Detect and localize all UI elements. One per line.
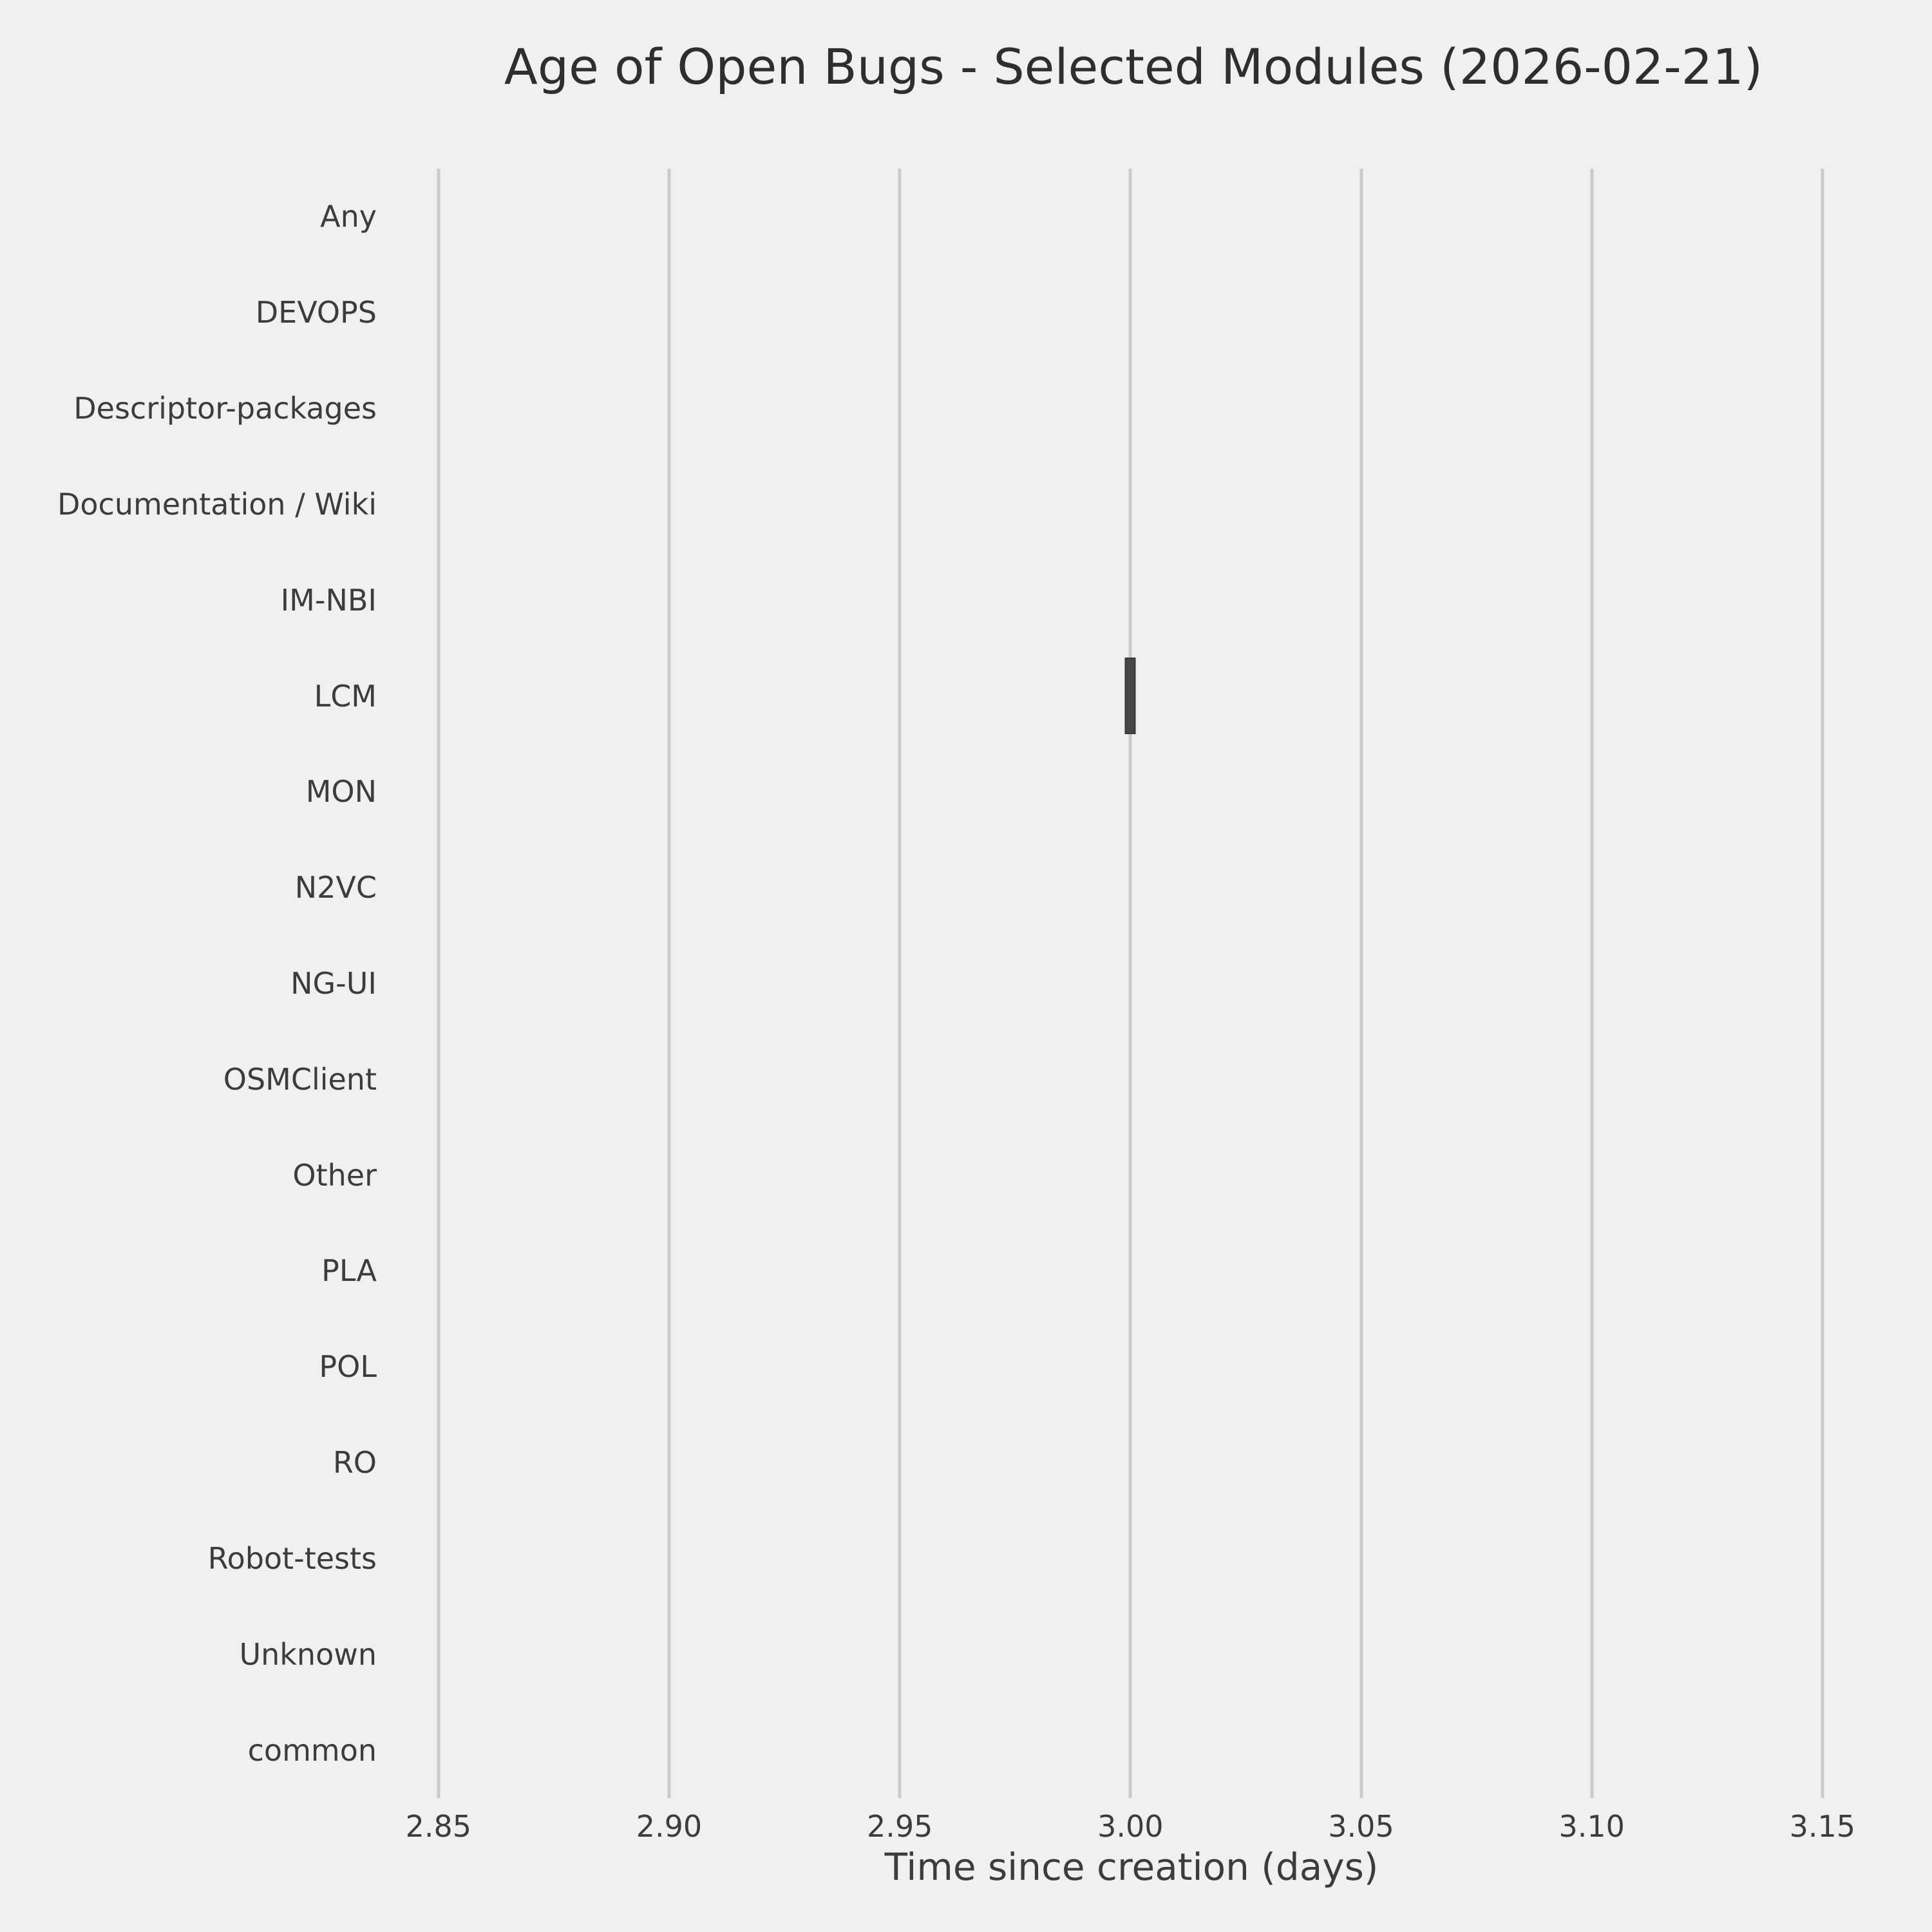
y-tick-label: Any bbox=[320, 199, 377, 234]
y-tick-label: Descriptor-packages bbox=[73, 391, 377, 426]
y-tick-label: POL bbox=[319, 1349, 377, 1385]
y-tick-label: RO bbox=[332, 1445, 377, 1481]
x-tick-label: 2.85 bbox=[405, 1809, 472, 1844]
gridline-x-2.90 bbox=[667, 169, 671, 1798]
gridline-x-3.15 bbox=[1821, 169, 1824, 1798]
y-tick-label: MON bbox=[305, 774, 377, 810]
gridline-x-2.95 bbox=[898, 169, 902, 1798]
y-tick-label: Robot-tests bbox=[207, 1540, 377, 1576]
x-tick-label: 3.10 bbox=[1558, 1809, 1625, 1844]
y-tick-label: PLA bbox=[321, 1253, 377, 1289]
x-tick-label: 2.90 bbox=[636, 1809, 703, 1844]
y-tick-label: Other bbox=[292, 1157, 377, 1193]
gridline-x-3.05 bbox=[1359, 169, 1363, 1798]
y-tick-label: common bbox=[247, 1732, 377, 1768]
box-marker-lcm bbox=[1124, 658, 1136, 735]
x-tick-label: 3.00 bbox=[1097, 1809, 1164, 1844]
plot-area bbox=[415, 169, 1855, 1798]
gridline-x-3.00 bbox=[1128, 169, 1132, 1798]
chart-title: Age of Open Bugs - Selected Modules (202… bbox=[504, 38, 1763, 95]
y-tick-label: IM-NBI bbox=[280, 582, 377, 618]
x-tick-label: 3.15 bbox=[1789, 1809, 1856, 1844]
y-tick-label: OSMClient bbox=[223, 1061, 377, 1097]
gridline-x-2.85 bbox=[437, 169, 440, 1798]
y-tick-label: LCM bbox=[314, 678, 377, 714]
y-tick-label: N2VC bbox=[294, 870, 377, 905]
x-tick-label: 2.95 bbox=[866, 1809, 933, 1844]
x-axis-title: Time since creation (days) bbox=[884, 1845, 1379, 1889]
y-tick-label: Unknown bbox=[239, 1636, 377, 1672]
x-tick-label: 3.05 bbox=[1328, 1809, 1394, 1844]
gridline-x-3.10 bbox=[1590, 169, 1594, 1798]
y-tick-label: NG-UI bbox=[290, 966, 377, 1001]
y-tick-label: Documentation / Wiki bbox=[57, 486, 377, 522]
y-tick-label: DEVOPS bbox=[255, 295, 377, 330]
